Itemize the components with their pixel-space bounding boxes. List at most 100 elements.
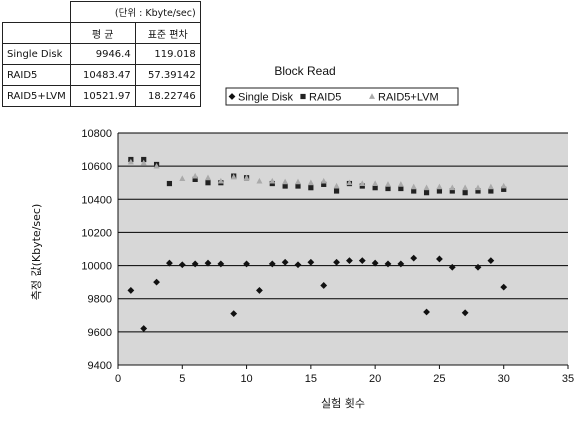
data-point xyxy=(205,180,211,186)
data-point xyxy=(346,257,353,264)
data-point xyxy=(192,172,199,179)
data-point xyxy=(205,174,211,181)
data-point xyxy=(358,257,366,264)
data-point xyxy=(217,177,224,184)
data-point xyxy=(243,260,250,268)
y-tick-label: 10400 xyxy=(81,194,112,206)
legend-marker xyxy=(300,93,306,100)
data-point xyxy=(320,177,327,184)
data-point xyxy=(243,174,250,181)
data-point xyxy=(488,188,494,194)
x-tick-label: 10 xyxy=(240,373,252,385)
data-point xyxy=(372,180,379,186)
data-point xyxy=(384,260,392,268)
data-point xyxy=(462,184,469,191)
data-point xyxy=(295,178,301,185)
x-axis-label: 실험 횟수 xyxy=(321,397,365,410)
raid5-lvm-mean: 10521.97 xyxy=(69,85,136,107)
data-point xyxy=(307,258,315,266)
series-raid5-lvm xyxy=(127,158,507,191)
data-point xyxy=(371,259,379,267)
data-point xyxy=(333,182,340,189)
data-point xyxy=(281,258,289,266)
data-point xyxy=(321,181,327,187)
data-point xyxy=(269,177,276,184)
chart-title: Block Read xyxy=(274,64,335,78)
data-point xyxy=(436,255,443,263)
data-point xyxy=(475,188,481,194)
data-point xyxy=(140,159,147,166)
data-point xyxy=(256,177,263,184)
data-point xyxy=(178,261,186,269)
data-point xyxy=(449,188,455,194)
data-point xyxy=(153,278,160,286)
x-tick-label: 30 xyxy=(498,373,510,385)
data-point xyxy=(333,258,340,266)
x-tick-label: 25 xyxy=(433,373,445,385)
data-point xyxy=(487,257,495,264)
plot-area xyxy=(118,133,568,365)
data-point xyxy=(230,310,238,318)
stats-table: (단위 : Kbyte/sec) 평 균 표준 편차 Single Disk 9… xyxy=(2,1,201,107)
data-point xyxy=(294,261,302,269)
data-point xyxy=(500,182,507,189)
legend-box xyxy=(225,87,459,106)
data-point xyxy=(436,188,443,194)
y-tick-label: 10200 xyxy=(81,227,112,239)
stats-header-row: 평 균 표준 편차 xyxy=(2,22,201,44)
data-point xyxy=(474,263,482,271)
data-point xyxy=(153,162,160,169)
raid5-lvm-stddev: 18.22746 xyxy=(134,85,201,107)
data-point xyxy=(295,183,301,189)
legend-marker xyxy=(228,93,236,100)
legend-marker xyxy=(369,93,375,99)
data-point xyxy=(204,259,212,267)
data-point xyxy=(166,180,173,187)
x-tick-label: 15 xyxy=(305,373,317,385)
data-point xyxy=(141,156,147,163)
legend-label: RAID5 xyxy=(309,92,341,104)
data-point xyxy=(179,175,186,181)
data-point xyxy=(333,188,340,194)
y-tick-label: 10800 xyxy=(81,128,112,140)
data-point xyxy=(461,309,469,317)
data-point xyxy=(127,287,135,294)
data-point xyxy=(423,190,430,196)
data-point xyxy=(282,178,289,185)
data-point xyxy=(423,308,430,316)
series-single-disk xyxy=(127,254,508,332)
data-point xyxy=(385,181,391,187)
data-point xyxy=(346,179,353,186)
x-tick-label: 5 xyxy=(179,373,185,385)
y-tick-label: 10600 xyxy=(81,161,112,173)
data-point xyxy=(359,180,366,186)
data-point xyxy=(487,183,494,190)
x-tick-label: 0 xyxy=(115,373,121,385)
data-point xyxy=(423,184,430,191)
data-point xyxy=(501,186,507,192)
data-point xyxy=(500,283,508,291)
data-point xyxy=(385,185,391,192)
data-point xyxy=(449,184,456,191)
data-point xyxy=(308,185,314,191)
data-point xyxy=(230,173,237,180)
data-point xyxy=(411,188,417,194)
data-point xyxy=(268,260,276,268)
y-tick-label: 10000 xyxy=(81,261,112,273)
data-point xyxy=(282,183,288,189)
data-point xyxy=(410,183,417,190)
y-axis-label: 측정 값(Kbyte/sec) xyxy=(30,204,43,300)
data-point xyxy=(140,325,148,332)
data-point xyxy=(217,260,225,268)
legend-label: RAID5+LVM xyxy=(378,92,439,104)
x-tick-label: 20 xyxy=(369,373,381,385)
data-point xyxy=(398,185,404,192)
data-point xyxy=(397,260,405,268)
table-row: RAID5+LVM 10521.97 18.22746 xyxy=(2,85,201,107)
data-point xyxy=(462,190,468,196)
data-point xyxy=(192,176,198,182)
data-point xyxy=(320,282,328,289)
data-point xyxy=(359,183,365,189)
data-point xyxy=(127,158,134,165)
